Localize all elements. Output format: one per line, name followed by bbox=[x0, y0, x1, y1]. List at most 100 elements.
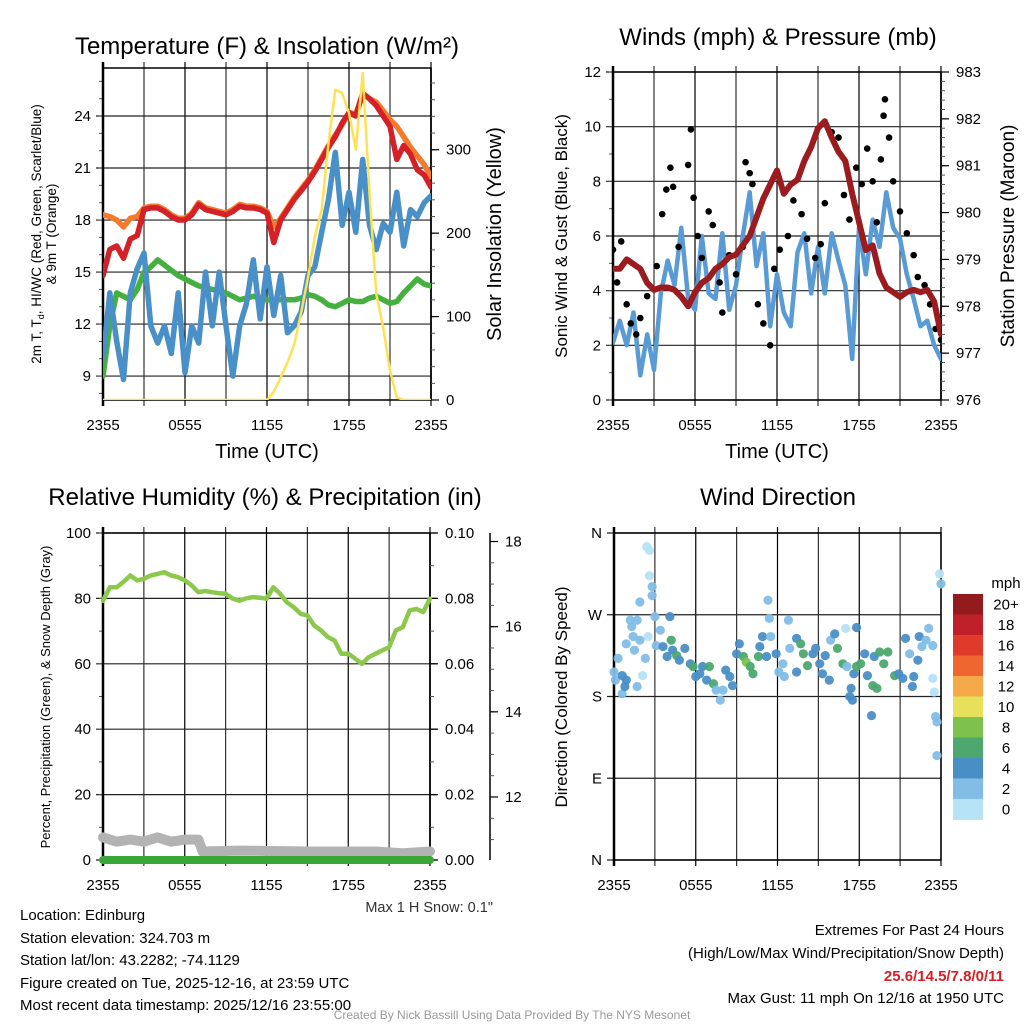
gust-point bbox=[746, 169, 753, 177]
gust-point bbox=[613, 279, 621, 286]
gust-point bbox=[732, 270, 740, 278]
gust-point bbox=[719, 309, 726, 316]
wind-direction-point bbox=[674, 655, 685, 665]
wind-direction-point bbox=[745, 661, 755, 672]
snow-tick-label: 16 bbox=[505, 619, 522, 636]
wind-direction-point bbox=[748, 669, 758, 679]
max-snow-note: Max 1 H Snow: 0.1" bbox=[365, 900, 493, 916]
wind-direction-point bbox=[936, 579, 946, 589]
wind-direction-point bbox=[851, 622, 862, 633]
wind-direction-point bbox=[842, 661, 852, 672]
gust-point bbox=[770, 265, 778, 273]
extremes-values: 25.6/14.5/7.8/0/11 bbox=[884, 968, 1004, 985]
gust-point bbox=[817, 240, 825, 248]
gust-point bbox=[896, 208, 904, 215]
temp-x-axis-title: Time (UTC) bbox=[215, 441, 319, 463]
wind-direction-point bbox=[846, 683, 856, 693]
series-snow-depth bbox=[98, 832, 435, 859]
solar-y-axis-title: Solar Insolation (Yellow) bbox=[484, 127, 506, 341]
y-tick-label: 80 bbox=[74, 590, 91, 607]
wind-direction-point bbox=[862, 671, 873, 681]
legend-title: mph bbox=[991, 575, 1020, 592]
y-tick-label: 24 bbox=[74, 108, 91, 125]
legend-label: 10 bbox=[998, 699, 1015, 716]
series-2m-t bbox=[103, 90, 431, 279]
y-tick-label: N bbox=[591, 525, 602, 542]
legend-label: 2 bbox=[1002, 781, 1010, 798]
legend-label: 16 bbox=[998, 637, 1015, 654]
wind-direction-point bbox=[875, 647, 885, 657]
gust-point bbox=[910, 251, 917, 259]
gust-point bbox=[821, 199, 829, 207]
wind-direction-point bbox=[879, 659, 889, 669]
gust-point bbox=[669, 183, 677, 191]
solar-tick-label: 100 bbox=[446, 309, 471, 326]
wind-direction-point bbox=[666, 635, 676, 645]
legend-swatch bbox=[953, 655, 983, 677]
wind-direction-point bbox=[658, 641, 668, 652]
wind-direction-point bbox=[621, 639, 631, 649]
precip-tick-label: 0.02 bbox=[445, 787, 474, 804]
gust-point bbox=[877, 156, 885, 163]
series-sonic-wind bbox=[613, 190, 941, 378]
wind-direction-point bbox=[715, 695, 725, 705]
y-tick-label: 9 bbox=[83, 368, 91, 385]
legend-swatch bbox=[953, 676, 983, 697]
y-tick-label: 15 bbox=[74, 264, 91, 281]
gust-point bbox=[873, 219, 881, 226]
pressure-tick-label: 980 bbox=[956, 205, 981, 222]
x-tick-label: 2355 bbox=[413, 877, 446, 894]
wind-direction-point bbox=[755, 641, 765, 652]
gust-point bbox=[690, 194, 697, 202]
gust-point bbox=[798, 210, 805, 218]
legend-swatch bbox=[953, 737, 983, 759]
x-tick-label: 2355 bbox=[924, 877, 957, 894]
legend-swatch bbox=[953, 758, 983, 779]
legend-label: 4 bbox=[1002, 760, 1010, 777]
footer-location: Location: Edinburg bbox=[20, 907, 145, 924]
gust-point bbox=[921, 281, 928, 289]
gust-point bbox=[705, 208, 712, 215]
winddir-chart-title: Wind Direction bbox=[700, 484, 856, 511]
gust-point bbox=[742, 158, 749, 166]
x-tick-label: 1155 bbox=[251, 417, 283, 434]
panel-2: 0 20 40 60 80 100 2355 0555 1155 1755 2355 0.00 0.02… bbox=[66, 525, 522, 894]
wind-direction-point bbox=[913, 655, 923, 665]
x-tick-label: 2355 bbox=[924, 417, 957, 434]
credit-line: Created By Nick Bassill Using Data Provi… bbox=[334, 1008, 691, 1022]
solar-tick-label: 300 bbox=[446, 142, 471, 159]
wind-direction-point bbox=[650, 611, 660, 622]
pressure-tick-label: 976 bbox=[956, 392, 981, 409]
series-station-pressure bbox=[613, 118, 941, 338]
gust-point bbox=[687, 126, 695, 133]
x-tick-label: 0555 bbox=[168, 417, 201, 434]
x-tick-label: 0555 bbox=[679, 877, 712, 894]
snow-tick-label: 14 bbox=[505, 704, 522, 721]
wind-direction-point bbox=[635, 635, 645, 645]
wind-direction-point bbox=[779, 671, 789, 682]
wind-direction-point bbox=[866, 710, 877, 721]
x-tick-label: 2355 bbox=[414, 417, 447, 434]
wind-direction-point bbox=[802, 661, 813, 671]
wind-direction-point bbox=[847, 695, 858, 705]
gust-point bbox=[776, 246, 784, 253]
gust-point bbox=[760, 320, 767, 327]
footer-recent-timestamp: Most recent data timestamp: 2025/12/16 2… bbox=[20, 997, 351, 1014]
x-tick-label: 1755 bbox=[843, 877, 876, 894]
gust-point bbox=[716, 279, 723, 286]
x-tick-label: 2355 bbox=[597, 877, 630, 894]
wind-direction-point bbox=[651, 641, 661, 651]
y-tick-label: 12 bbox=[584, 64, 601, 81]
wind-direction-point bbox=[621, 675, 631, 685]
legend-label: 6 bbox=[1002, 740, 1010, 757]
footer-latlon: Station lat/lon: 43.2282; -74.1129 bbox=[20, 952, 240, 969]
temp-series-layer bbox=[103, 71, 431, 400]
wind-direction-point bbox=[824, 675, 834, 685]
wind-direction-point bbox=[627, 621, 637, 632]
gust-point bbox=[840, 191, 848, 199]
gust-point bbox=[709, 221, 717, 229]
series-relative-humidity bbox=[100, 569, 433, 667]
pressure-tick-label: 983 bbox=[956, 64, 981, 81]
